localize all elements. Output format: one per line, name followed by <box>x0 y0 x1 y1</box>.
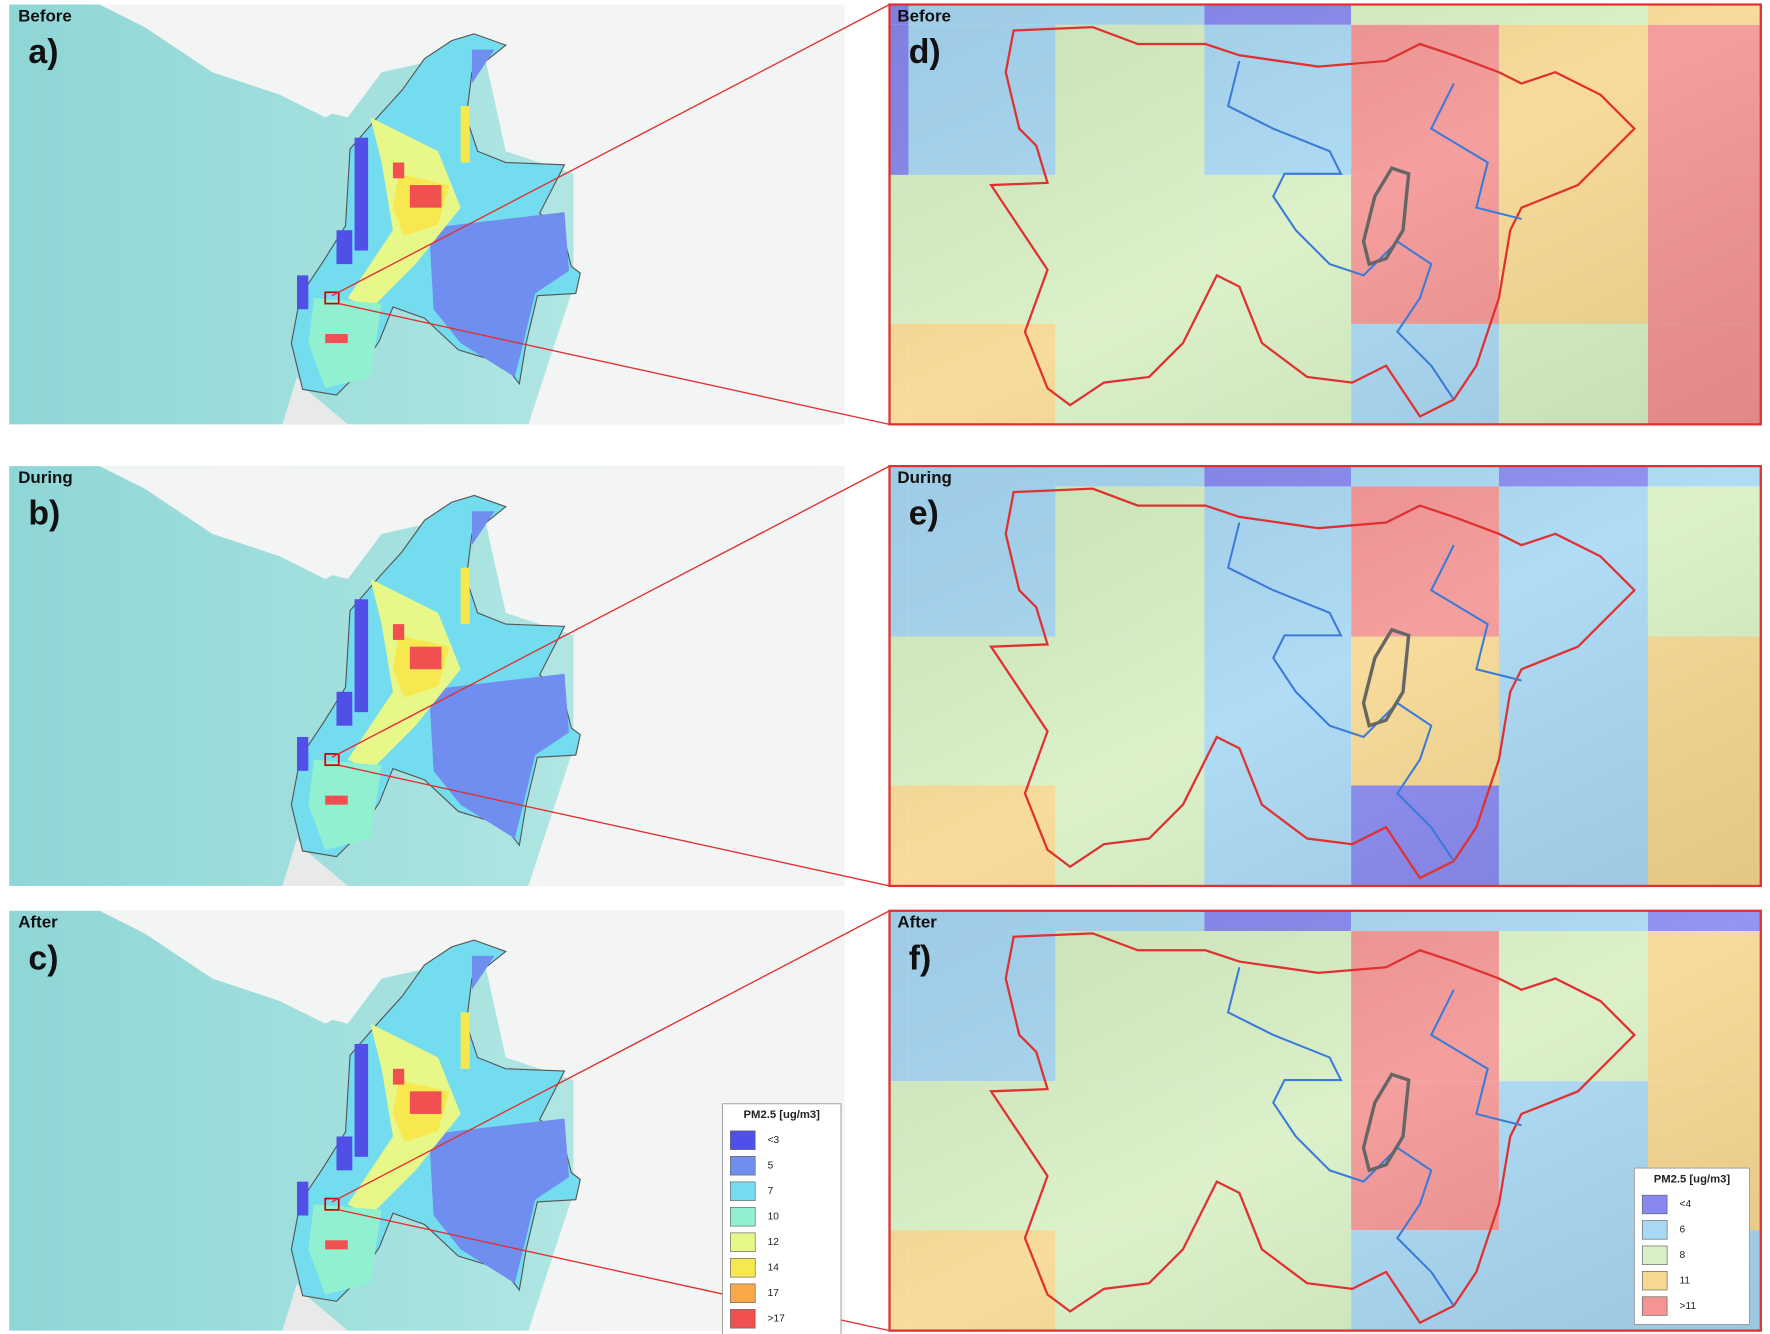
relief-shade <box>889 910 1761 1331</box>
zoom-map <box>888 464 1762 888</box>
country-map <box>8 3 846 426</box>
legend-label: 11 <box>1680 1275 1691 1286</box>
period-label: During <box>18 468 72 487</box>
zoom-line <box>338 302 890 426</box>
legend-label: 10 <box>768 1211 780 1222</box>
frame <box>888 909 1762 1332</box>
legend-swatch <box>1641 1194 1668 1215</box>
panel-label: c) <box>28 939 58 977</box>
legends: PM2.5 [ug/m3] <3 5 7 10 12 14 17 >17 PM2.5 [ug/m3… <box>722 1103 1750 1334</box>
panel-label: b) <box>28 495 60 533</box>
legend-swatch <box>730 1258 756 1278</box>
legend-label: 17 <box>768 1288 780 1299</box>
zoom-line <box>331 3 890 297</box>
country-map <box>8 465 846 887</box>
legend-label: 5 <box>768 1160 774 1171</box>
legend-label: >17 <box>768 1313 786 1324</box>
legend-swatch <box>1641 1296 1668 1316</box>
zoom-line <box>331 465 890 758</box>
legend-label: 12 <box>768 1237 780 1248</box>
legend-label: 7 <box>768 1186 774 1197</box>
zoom-line <box>331 910 890 1203</box>
frame <box>888 464 1762 888</box>
zoom-maps <box>888 3 1762 1332</box>
frame <box>888 3 1762 426</box>
legend-swatch <box>730 1207 756 1227</box>
legend-swatch <box>730 1181 756 1201</box>
legend-swatch <box>730 1130 756 1150</box>
legend-label: 14 <box>768 1262 780 1273</box>
national-maps <box>8 3 846 1332</box>
zoom-line <box>338 764 890 887</box>
legend-label: >11 <box>1680 1301 1697 1312</box>
panel-label: f) <box>909 939 932 977</box>
legend-title: PM2.5 [ug/m3] <box>1654 1173 1731 1185</box>
legend-swatch <box>1641 1220 1668 1240</box>
period-label: After <box>897 913 937 932</box>
legend-label: 6 <box>1680 1225 1686 1236</box>
country-map <box>8 909 846 1332</box>
panel-label: e) <box>909 495 939 533</box>
zoom-map <box>888 3 1762 426</box>
zoom-map <box>888 909 1762 1332</box>
labels: Before a) During b) After c) Before d) During e) A… <box>18 6 952 977</box>
legend-title: PM2.5 [ug/m3] <box>744 1109 821 1121</box>
panel-label: d) <box>909 33 941 71</box>
legend-label: <4 <box>1680 1199 1692 1210</box>
period-label: Before <box>18 6 72 25</box>
legend-label: 8 <box>1680 1250 1686 1261</box>
legend-label: <3 <box>768 1135 780 1146</box>
legend-swatch <box>730 1309 756 1329</box>
relief-shade <box>889 4 1761 425</box>
period-label: During <box>897 468 951 487</box>
panel-label: a) <box>28 33 58 71</box>
legend-swatch <box>1641 1245 1668 1265</box>
legend-swatch <box>730 1156 756 1176</box>
relief-shade <box>889 466 1761 886</box>
period-label: After <box>18 913 58 932</box>
legend-swatch <box>730 1283 756 1303</box>
legend-swatch <box>1641 1271 1668 1291</box>
period-label: Before <box>897 6 951 25</box>
legend-swatch <box>730 1232 756 1252</box>
